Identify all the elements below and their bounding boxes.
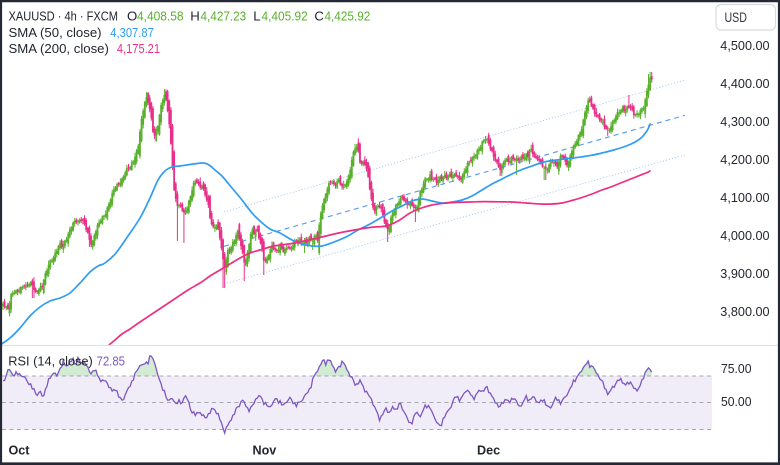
svg-text:3,900.00: 3,900.00 (720, 266, 769, 281)
svg-text:Oct: Oct (9, 444, 31, 458)
svg-text:4,405.92: 4,405.92 (262, 8, 308, 23)
svg-text:4,400.00: 4,400.00 (720, 76, 769, 91)
svg-text:RSI (14, close): RSI (14, close) (8, 354, 93, 369)
svg-text:SMA (200, close): SMA (200, close) (9, 41, 109, 56)
svg-text:4,307.87: 4,307.87 (110, 25, 154, 40)
svg-text:4,200.00: 4,200.00 (720, 152, 769, 167)
svg-text:C: C (314, 8, 324, 23)
svg-text:Dec: Dec (477, 444, 500, 458)
svg-text:Nov: Nov (253, 444, 277, 458)
svg-text:4,000.00: 4,000.00 (720, 228, 769, 243)
svg-text:4,500.00: 4,500.00 (720, 38, 769, 53)
svg-text:4,427.23: 4,427.23 (201, 8, 247, 23)
svg-text:3,800.00: 3,800.00 (720, 304, 769, 319)
svg-text:O: O (127, 8, 137, 23)
svg-text:XAUUSD · 4h · FXCM: XAUUSD · 4h · FXCM (9, 8, 119, 23)
svg-text:75.00: 75.00 (721, 361, 752, 376)
svg-text:4,175.21: 4,175.21 (117, 41, 160, 56)
svg-text:72.85: 72.85 (97, 354, 126, 369)
svg-text:4,408.58: 4,408.58 (137, 8, 184, 23)
svg-text:SMA (50, close): SMA (50, close) (9, 25, 102, 40)
svg-text:USD: USD (724, 10, 747, 25)
svg-text:4,425.92: 4,425.92 (325, 8, 371, 23)
svg-text:H: H (190, 8, 200, 23)
svg-text:4,300.00: 4,300.00 (720, 114, 769, 129)
svg-text:50.00: 50.00 (721, 394, 752, 409)
svg-text:4,100.00: 4,100.00 (720, 190, 769, 205)
svg-text:L: L (253, 8, 260, 23)
